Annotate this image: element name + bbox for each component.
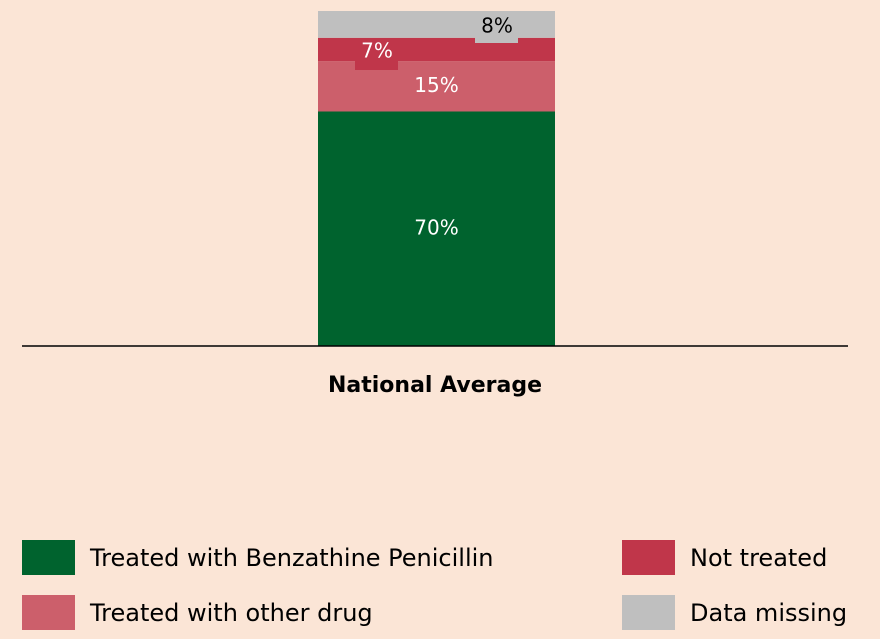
x-tick-label: National Average	[328, 373, 542, 398]
data-label: 8%	[481, 14, 513, 38]
legend-swatch	[622, 595, 675, 630]
bar-segment	[318, 111, 555, 346]
legend-swatch	[22, 540, 75, 575]
bar-segment	[318, 11, 555, 38]
legend-label: Not treated	[690, 544, 827, 572]
legend-label: Treated with Benzathine Penicillin	[89, 544, 494, 572]
legend-swatch	[622, 540, 675, 575]
legend-label: Treated with other drug	[89, 599, 373, 627]
data-label: 7%	[361, 39, 393, 63]
label-box	[355, 38, 398, 70]
bar-segment	[318, 37, 555, 62]
data-label: 70%	[414, 215, 458, 239]
data-label: 15%	[414, 73, 458, 97]
legend-label: Data missing	[690, 599, 847, 627]
legend-swatch	[22, 595, 75, 630]
label-box	[475, 11, 518, 43]
